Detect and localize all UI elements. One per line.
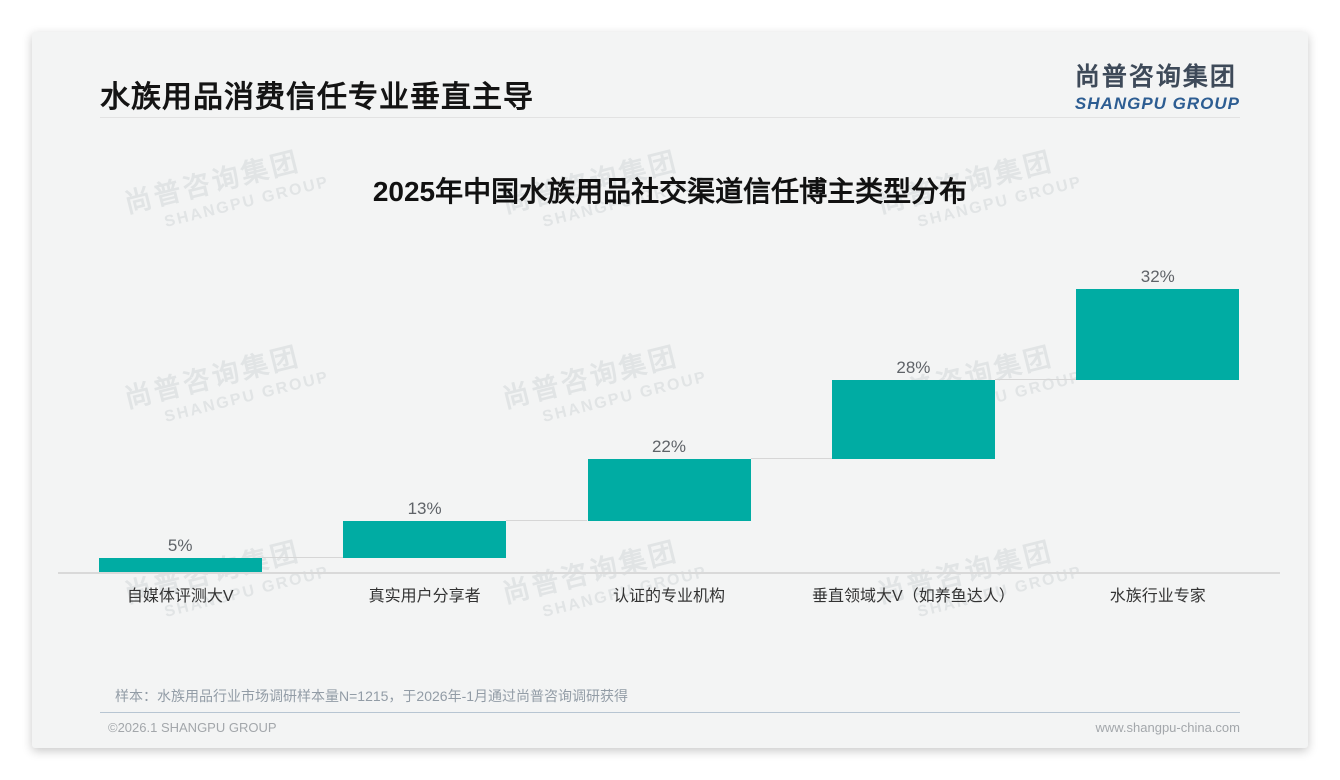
category-label-2: 真实用户分享者 (368, 588, 481, 605)
website-link[interactable]: www.shangpu-china.com (1095, 720, 1240, 735)
bar-value-label: 5% (167, 535, 193, 555)
chart-bar-3 (587, 458, 751, 522)
category-label-row: 自媒体评测大V 真实用户分享者 认证的专业机构 垂直领域大V（如养鱼达人） 水族行业专家 (58, 582, 1280, 606)
chart-bar-1 (98, 557, 262, 572)
x-axis-line (58, 572, 1280, 574)
step-connector (506, 520, 588, 522)
sample-note: 样本：水族用品行业市场调研样本量N=1215，于2026年-1月通过尚普咨询调研… (115, 688, 629, 704)
logo-english-text: SHANGPU GROUP (1074, 94, 1240, 113)
page-title: 水族用品消费信任专业垂直主导 (100, 81, 534, 114)
slide-footer: ©2026.1 SHANGPU GROUP www.shangpu-china.… (108, 720, 1240, 735)
chart-bar-5 (1076, 289, 1240, 380)
category-label-3: 认证的专业机构 (612, 588, 725, 605)
bar-value-label: 28% (896, 357, 931, 377)
step-connector (261, 556, 344, 558)
footnote-divider (100, 712, 1240, 713)
bar-value-label: 22% (651, 436, 686, 456)
bar-value-label: 13% (407, 499, 442, 519)
logo-chinese-text: 尚普咨询集团 (1074, 63, 1237, 91)
chart-bar-4 (831, 379, 995, 459)
header-divider (100, 117, 1240, 118)
chart-bar-2 (343, 521, 507, 558)
step-connector (750, 457, 832, 459)
copyright-text: ©2026.1 SHANGPU GROUP (108, 720, 277, 735)
chart-title: 2025年中国水族用品社交渠道信任博主类型分布 (372, 176, 968, 207)
slide-card: 尚普咨询集团 SHANGPU GROUP 尚普咨询集团 SHANGPU GROUP 尚普… (32, 32, 1308, 748)
step-connector (994, 378, 1077, 380)
waterfall-chart: 5% 13% 22% 28% 32% (58, 242, 1280, 574)
company-logo: 尚普咨询集团 SHANGPU GROUP (1075, 57, 1240, 114)
category-label-1: 自媒体评测大V (126, 588, 234, 605)
category-label-5: 水族行业专家 (1109, 588, 1206, 605)
bar-value-label: 32% (1140, 267, 1175, 286)
category-label-4: 垂直领域大V（如养鱼达人） (812, 588, 1015, 605)
